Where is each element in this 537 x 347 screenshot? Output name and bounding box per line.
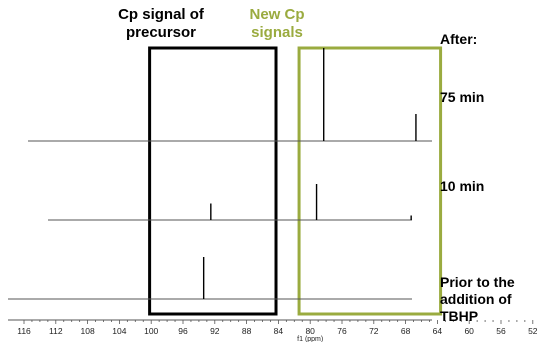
x-tick-label-76: 76: [337, 326, 347, 336]
series-label-10-min: 10 min: [440, 178, 485, 194]
x-tick-label-96: 96: [178, 326, 188, 336]
spectra: [8, 48, 432, 300]
after-header: After:: [440, 31, 478, 47]
x-tick-label-56: 56: [496, 326, 506, 336]
x-tick-label-108: 108: [81, 326, 95, 336]
x-tick-label-72: 72: [369, 326, 379, 336]
x-tick-label-104: 104: [112, 326, 126, 336]
x-tick-label-116: 116: [17, 326, 31, 336]
new-signals-box-label-line2: signals: [251, 24, 303, 41]
highlight-boxes: [148, 46, 443, 316]
new-signals-box: [297, 46, 443, 316]
x-tick-label-112: 112: [49, 326, 63, 336]
x-axis-label: f1 (ppm): [297, 336, 323, 342]
x-tick-label-84: 84: [274, 326, 284, 336]
x-tick-label-88: 88: [242, 326, 252, 336]
x-axis: 116 112 108 104 100 96 92 88 84 80 76 72 68 64 60 56 52 f…: [8, 319, 537, 343]
x-tick-label-64: 64: [433, 326, 443, 336]
x-tick-label-60: 60: [464, 326, 474, 336]
x-tick-label-80: 80: [305, 326, 315, 336]
x-tick-label-100: 100: [144, 326, 158, 336]
new-signals-box-label-line1: New Cp: [249, 6, 305, 23]
precursor-box: [148, 46, 278, 316]
precursor-box-label: Cp signal of precursor: [98, 6, 224, 42]
series-label-prior-line1: Prior to the: [440, 274, 515, 290]
x-tick-label-52: 52: [528, 326, 537, 336]
x-tick-label-92: 92: [210, 326, 220, 336]
precursor-box-label-line2: precursor: [125, 24, 197, 41]
series-label-prior-line2: addition of TBHP: [440, 291, 512, 324]
series-label-75-min: 75 min: [440, 89, 485, 105]
series-label-prior: Prior to the addition of TBHP: [440, 274, 537, 325]
precursor-box-label-line1: Cp signal of: [118, 6, 204, 23]
x-tick-label-68: 68: [401, 326, 411, 336]
new-signals-box-label: New Cp signals: [224, 6, 330, 42]
